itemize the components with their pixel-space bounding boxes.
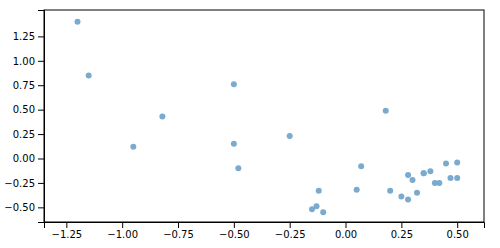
- tick-mark: [38, 158, 44, 159]
- x-axis: −1.25 −1.00 −0.75 −0.50 −0.25 0.00 0.25 0.50: [45, 222, 485, 240]
- y-axis: −0.50 −0.25 0.00 0.25 0.50 0.75 1.00 1.25: [4, 11, 44, 223]
- point: [75, 19, 81, 25]
- plot: −1.25−1.00−0.75−0.50−0.250.000.250.50−0.…: [4, 10, 484, 240]
- point: [231, 81, 237, 87]
- tick-mark: [38, 61, 44, 62]
- point: [287, 133, 293, 139]
- point: [447, 175, 453, 181]
- tick: −1.00: [107, 222, 138, 240]
- point: [235, 165, 241, 171]
- tick-mark: [38, 183, 44, 184]
- tick-mark: [38, 110, 44, 111]
- tick-mark: [122, 222, 123, 228]
- tick-mark: [346, 222, 347, 228]
- tick-label: 1.00: [13, 56, 35, 67]
- point: [231, 141, 237, 147]
- tick-label: 0.25: [13, 129, 35, 140]
- point: [130, 144, 136, 150]
- tick-mark: [401, 222, 402, 228]
- tick-label: −0.50: [4, 202, 35, 213]
- tick-label: 0.75: [13, 80, 35, 91]
- plot-frame: [44, 10, 484, 222]
- point: [421, 170, 427, 176]
- point: [383, 108, 389, 114]
- point: [309, 206, 315, 212]
- point: [398, 194, 404, 200]
- point: [316, 188, 322, 194]
- tick-mark: [38, 36, 44, 37]
- tick: −0.50: [4, 202, 44, 213]
- tick: −0.25: [275, 222, 306, 240]
- tick-mark: [457, 222, 458, 228]
- tick: 1.00: [13, 56, 44, 67]
- tick-label: 0.50: [13, 104, 35, 115]
- point: [320, 209, 326, 215]
- tick-mark: [234, 222, 235, 228]
- tick-label: 0.25: [391, 229, 413, 240]
- point: [454, 175, 460, 181]
- tick: 0.25: [13, 129, 44, 140]
- tick-mark: [66, 222, 67, 228]
- tick: 0.00: [13, 153, 44, 164]
- point: [405, 172, 411, 178]
- point: [454, 159, 460, 165]
- tick: −0.25: [4, 178, 44, 189]
- tick: 0.50: [13, 104, 44, 115]
- points: [75, 19, 461, 216]
- point: [443, 160, 449, 166]
- tick-label: −0.25: [275, 229, 306, 240]
- tick: 0.25: [391, 222, 413, 240]
- tick-mark: [178, 222, 179, 228]
- point: [159, 113, 165, 119]
- tick: 0.75: [13, 80, 44, 91]
- tick: 0.50: [447, 222, 469, 240]
- point: [358, 163, 364, 169]
- point: [410, 177, 416, 183]
- tick-label: −1.25: [52, 229, 83, 240]
- axis-line: [45, 223, 485, 229]
- tick-mark: [290, 222, 291, 228]
- tick: −0.75: [163, 222, 194, 240]
- tick-label: −0.50: [219, 229, 250, 240]
- tick-mark: [38, 207, 44, 208]
- chart: −1.25−1.00−0.75−0.50−0.250.000.250.50−0.…: [0, 0, 500, 248]
- tick: 1.25: [13, 31, 44, 42]
- point: [421, 170, 427, 176]
- tick: 0.00: [335, 222, 357, 240]
- point: [354, 187, 360, 193]
- tick: −0.50: [219, 222, 250, 240]
- tick-label: 0.00: [335, 229, 357, 240]
- tick: −1.25: [52, 222, 83, 240]
- tick-mark: [38, 85, 44, 86]
- tick-label: −0.25: [4, 178, 35, 189]
- tick-label: 1.25: [13, 31, 35, 42]
- point: [405, 197, 411, 203]
- tick-mark: [38, 134, 44, 135]
- tick-label: 0.50: [447, 229, 469, 240]
- axis-line: [38, 11, 45, 223]
- tick-label: −1.00: [107, 229, 138, 240]
- point: [387, 188, 393, 194]
- point: [436, 180, 442, 186]
- point: [427, 168, 433, 174]
- tick-label: −0.75: [163, 229, 194, 240]
- tick-label: 0.00: [13, 153, 35, 164]
- point: [86, 72, 92, 78]
- point: [414, 190, 420, 196]
